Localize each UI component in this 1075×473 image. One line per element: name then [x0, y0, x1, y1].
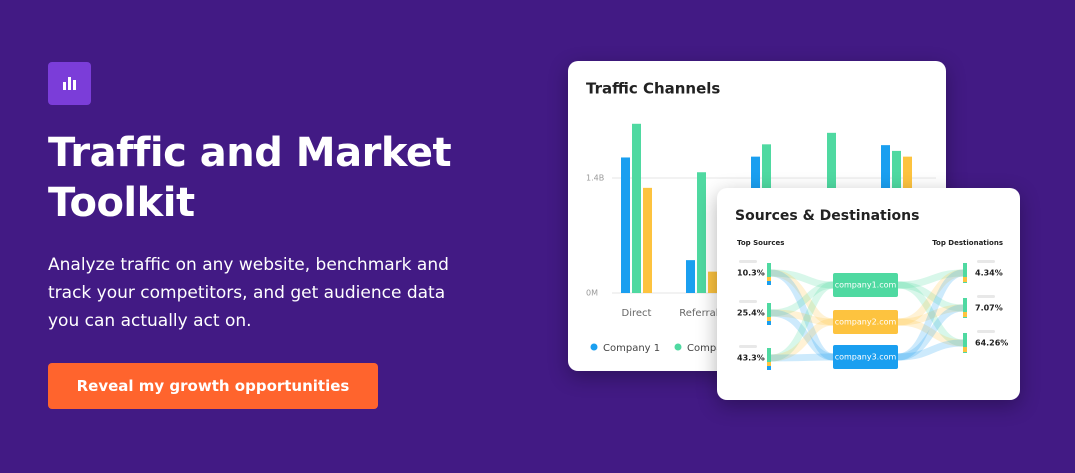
label-pill	[977, 295, 995, 298]
chart-title: Traffic Channels	[586, 80, 720, 98]
node-label: company3.com	[835, 353, 897, 362]
node	[833, 273, 898, 297]
source-bar	[767, 321, 771, 325]
destination-value: 7.07%	[975, 304, 1003, 313]
source-value: 10.3%	[737, 269, 765, 278]
source-bar	[767, 263, 771, 283]
node	[833, 310, 898, 334]
bar	[697, 172, 706, 293]
dest-bar	[963, 347, 967, 352]
flow	[897, 304, 964, 361]
destinations-heading: Top Destionations	[932, 239, 1003, 247]
flow	[770, 318, 834, 362]
dest-bar	[963, 298, 967, 318]
label-pill	[739, 300, 757, 303]
flow	[770, 269, 834, 361]
flow	[770, 269, 834, 326]
bar	[708, 271, 717, 293]
flow	[770, 281, 834, 362]
node	[833, 345, 898, 369]
flow	[770, 281, 834, 317]
flow	[770, 309, 834, 326]
bar	[621, 157, 630, 293]
description: Analyze traffic on any website, benchmar…	[48, 255, 449, 331]
flow	[770, 309, 834, 361]
legend-label: Company 1	[603, 343, 660, 354]
source-bar	[767, 362, 771, 366]
destination-value: 4.34%	[975, 269, 1003, 278]
destination-value: 64.26%	[975, 339, 1008, 348]
dest-bar	[963, 263, 967, 283]
flow	[897, 318, 964, 347]
dest-bar	[963, 277, 967, 282]
source-value: 43.3%	[737, 354, 765, 363]
dest-bar	[963, 312, 967, 317]
bar	[632, 123, 641, 294]
x-tick-label: Direct	[622, 308, 652, 319]
legend-label: Company 2	[687, 343, 744, 354]
sources-heading: Top Sources	[737, 239, 784, 247]
label-pill	[977, 330, 995, 333]
source-bar	[767, 317, 771, 321]
flow	[897, 281, 964, 312]
source-bar	[767, 348, 771, 368]
dest-bar	[963, 333, 967, 353]
flow	[897, 269, 964, 289]
node-label: company1.com	[835, 281, 897, 290]
bar	[643, 187, 652, 293]
flow	[897, 339, 964, 361]
bar	[686, 260, 695, 293]
flow	[770, 269, 834, 289]
source-value: 25.4%	[737, 309, 765, 318]
icon	[48, 62, 91, 105]
label-pill	[739, 345, 757, 348]
source-bar	[767, 366, 771, 370]
label-pill	[739, 260, 757, 263]
sankey-title: Sources & Destinations	[735, 208, 919, 224]
flow	[897, 269, 964, 326]
sankey-card: Sources & Destinations Top Sources Top D…	[717, 188, 1020, 400]
cta-button[interactable]: Reveal my growth opportunities	[48, 363, 378, 409]
node-label: company2.com	[835, 318, 897, 327]
source-bar	[767, 277, 771, 281]
y-tick-label: 0M	[586, 289, 598, 298]
flow	[897, 269, 964, 361]
label-pill	[977, 260, 995, 263]
x-tick-label: Referrals	[679, 308, 724, 319]
legend-swatch	[674, 343, 682, 351]
source-bar	[767, 303, 771, 323]
icon-graphic	[63, 77, 76, 90]
heading: Traffic and Market Toolkit	[48, 130, 452, 226]
flow	[897, 304, 964, 326]
y-tick-label: 1.4B	[586, 174, 604, 183]
legend-swatch	[590, 343, 598, 351]
flow	[897, 281, 964, 347]
sankey-chart: Sources & Destinations Top Sources Top D…	[735, 208, 1008, 370]
source-bar	[767, 281, 771, 285]
flow	[770, 353, 834, 362]
